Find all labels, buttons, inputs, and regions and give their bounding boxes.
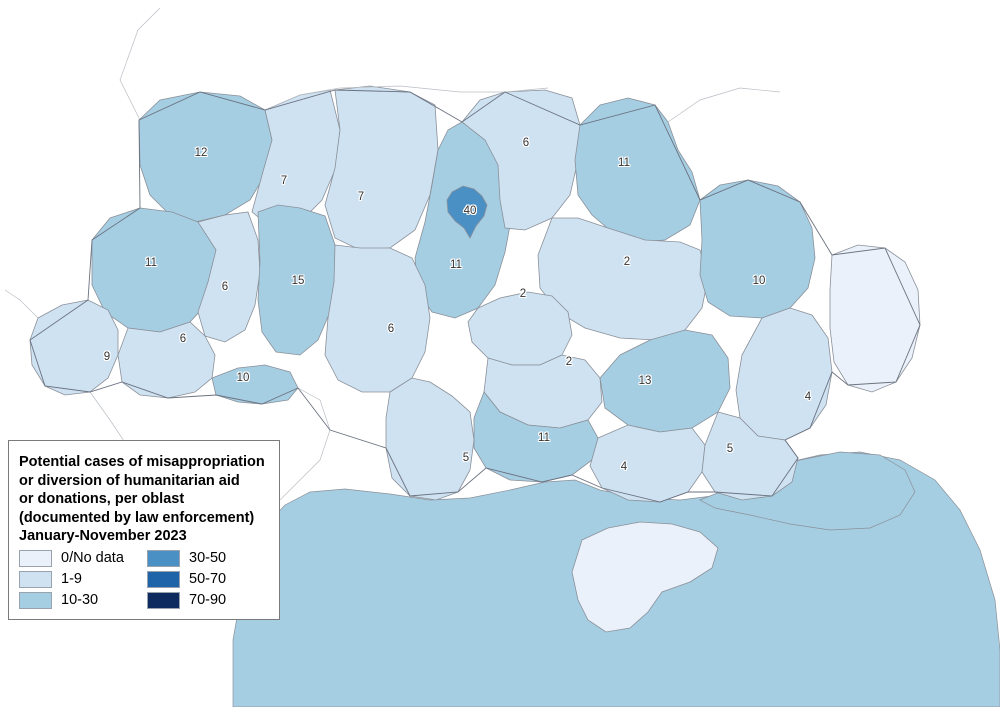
legend-label-50-70: 50-70 (189, 570, 227, 587)
region-vinnytsia[interactable] (324, 244, 431, 393)
legend-swatch-70-90 (147, 591, 180, 609)
legend-title: Potential cases of misappropriation or d… (19, 454, 265, 545)
region-ivano-frankivsk[interactable] (117, 321, 216, 399)
legend-label-10-30: 10-30 (61, 591, 99, 608)
ukraine-outline (29, 89, 921, 503)
region-donetsk[interactable] (735, 307, 833, 441)
legend-item-10-30[interactable]: 10-30 (19, 591, 141, 609)
legend-label-30-50: 30-50 (189, 549, 227, 566)
region-khmelnytskyi[interactable] (257, 204, 337, 356)
region-cherkasy[interactable] (467, 291, 573, 366)
map-legend: Potential cases of misappropriation or d… (8, 440, 280, 620)
regions-layer (29, 85, 921, 633)
region-dnipropetrovsk[interactable] (599, 329, 731, 433)
legend-item-70-90[interactable]: 70-90 (147, 591, 269, 609)
country-outline-layer (29, 89, 921, 503)
legend-item-1-9[interactable]: 1-9 (19, 570, 141, 588)
legend-swatch-1-9 (19, 570, 52, 588)
region-chernivtsi[interactable] (211, 364, 299, 405)
region-zhytomyr[interactable] (324, 85, 439, 251)
legend-item-50-70[interactable]: 50-70 (147, 570, 269, 588)
border-poland (119, 7, 161, 121)
region-mykolaiv[interactable] (473, 391, 599, 483)
legend-swatch-10-30 (19, 591, 52, 609)
legend-swatch-50-70 (147, 570, 180, 588)
border-moldova (279, 387, 331, 501)
legend-label-1-9: 1-9 (61, 570, 82, 587)
region-volyn[interactable] (138, 91, 273, 223)
region-luhansk[interactable] (829, 244, 921, 393)
region-kharkiv[interactable] (699, 179, 816, 319)
region-ternopil[interactable] (197, 211, 261, 343)
region-kherson[interactable] (589, 424, 706, 503)
region-chernihiv[interactable] (461, 89, 581, 231)
region-kyiv-city[interactable] (446, 185, 488, 239)
border-russia-ne (667, 87, 781, 123)
legend-swatch-0-no-data (19, 549, 52, 567)
border-slovakia (4, 289, 39, 319)
legend-item-0-no-data[interactable]: 0/No data (19, 549, 141, 567)
region-zaporizhzhia[interactable] (701, 411, 799, 501)
legend-label-70-90: 70-90 (189, 591, 227, 608)
region-crimea[interactable] (571, 521, 719, 633)
region-odesa[interactable] (385, 377, 475, 501)
legend-item-30-50[interactable]: 30-50 (147, 549, 269, 567)
legend-swatch-30-50 (147, 549, 180, 567)
legend-label-0-no-data: 0/No data (61, 549, 124, 566)
region-sumy[interactable] (574, 97, 701, 243)
legend-class-grid: 0/No data 30-50 1-9 50-70 10-30 70-90 (19, 549, 269, 609)
neighbor-borders-layer (4, 7, 781, 561)
